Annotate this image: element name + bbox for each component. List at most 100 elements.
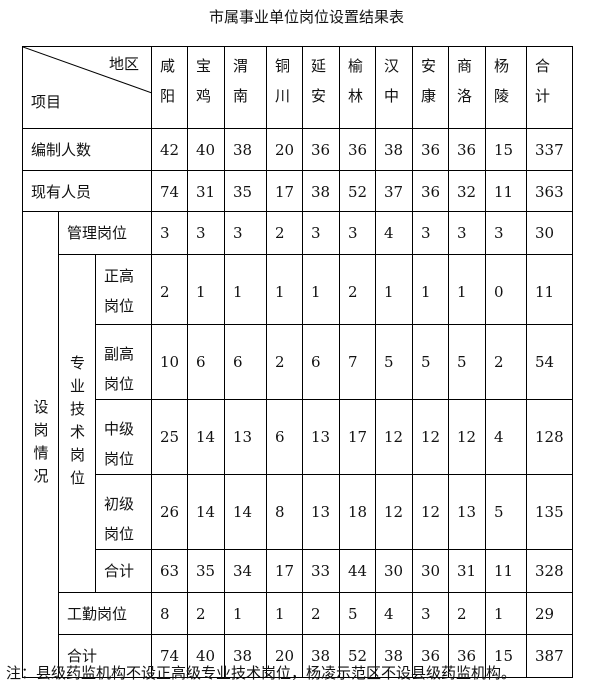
row-label: 合计 [58,634,152,678]
value-cell: 63 [151,549,188,593]
table-row: 现有人员 74 31 35 17 38 52 37 36 32 11 363 [22,170,573,212]
value-cell: 34 [224,549,267,593]
table-row: 合计 74 40 38 20 38 52 38 36 36 15 387 [23,634,573,678]
value-cell: 12 [412,399,449,475]
value-cell: 0 [485,254,527,325]
value-cell: 15 [485,634,527,678]
value-cell: 42 [151,128,188,171]
value-cell: 11 [485,170,527,212]
value-cell: 14 [187,474,225,550]
total-cell: 54 [526,324,573,400]
value-cell: 13 [302,399,340,475]
value-cell: 1 [412,254,449,325]
total-cell: 387 [526,634,573,678]
value-cell: 3 [224,211,267,255]
value-cell: 2 [448,592,486,635]
total-cell: 128 [526,399,573,475]
value-cell: 3 [302,211,340,255]
value-cell: 2 [266,211,303,255]
region-header: 宝鸡 [187,46,225,129]
value-cell: 12 [448,399,486,475]
value-cell: 20 [266,634,303,678]
value-cell: 2 [266,324,303,400]
region-header: 杨陵 [485,46,527,129]
value-cell: 1 [375,254,413,325]
table-row: 副高 岗位 10 6 6 2 6 7 5 5 5 2 54 [23,324,573,400]
row-label: 正高 岗位 [95,254,152,325]
value-cell: 30 [375,549,413,593]
value-cell: 36 [412,128,449,171]
value-cell: 12 [375,474,413,550]
value-cell: 74 [151,634,188,678]
value-cell: 38 [302,634,340,678]
value-cell: 3 [339,211,376,255]
value-cell: 33 [302,549,340,593]
value-cell: 3 [412,592,449,635]
value-cell: 2 [302,592,340,635]
value-cell: 2 [187,592,225,635]
region-header: 安康 [412,46,449,129]
value-cell: 6 [224,324,267,400]
value-cell: 10 [151,324,188,400]
value-cell: 31 [187,170,225,212]
subgroup-label: 专业技术岗位 [58,254,96,593]
table-row: 专业技术岗位 正高 岗位 2 1 1 1 1 2 1 1 1 0 11 [23,254,573,593]
row-label: 工勤岗位 [58,592,152,635]
value-cell: 1 [224,592,267,635]
row-label: 现有人员 [22,170,152,212]
row-label: 副高 岗位 [95,324,152,400]
value-cell: 3 [151,211,188,255]
value-cell: 32 [448,170,486,212]
value-cell: 6 [302,324,340,400]
region-header: 榆林 [339,46,376,129]
total-cell: 29 [526,592,573,635]
value-cell: 35 [187,549,225,593]
value-cell: 37 [375,170,413,212]
total-cell: 11 [526,254,573,325]
value-cell: 14 [224,474,267,550]
value-cell: 36 [302,128,340,171]
value-cell: 74 [151,170,188,212]
table-row: 编制人数 42 40 38 20 36 36 38 36 36 15 337 [22,128,573,171]
value-cell: 1 [448,254,486,325]
value-cell: 4 [375,211,413,255]
value-cell: 12 [375,399,413,475]
total-cell: 30 [526,211,573,255]
value-cell: 25 [151,399,188,475]
value-cell: 5 [339,592,376,635]
value-cell: 3 [412,211,449,255]
value-cell: 15 [485,128,527,171]
value-cell: 36 [412,170,449,212]
row-label: 合计 [95,549,152,593]
value-cell: 3 [187,211,225,255]
value-cell: 52 [339,634,376,678]
value-cell: 38 [224,128,267,171]
value-cell: 1 [485,592,527,635]
region-header: 咸阳 [151,46,188,129]
row-label: 中级 岗位 [95,399,152,475]
corner-cell: 地区 项目 [22,46,152,129]
value-cell: 7 [339,324,376,400]
table-row: 工勤岗位 8 2 1 1 2 5 4 3 2 1 29 [23,592,573,635]
value-cell: 17 [339,399,376,475]
value-cell: 17 [266,549,303,593]
value-cell: 5 [412,324,449,400]
value-cell: 18 [339,474,376,550]
value-cell: 36 [448,634,486,678]
value-cell: 30 [412,549,449,593]
table-row: 中级 岗位 25 14 13 6 13 17 12 12 12 4 128 [23,399,573,475]
value-cell: 52 [339,170,376,212]
value-cell: 4 [375,592,413,635]
value-cell: 40 [187,128,225,171]
header-row: 地区 项目 咸阳 宝鸡 渭南 铜川 延安 榆林 汉中 安康 商洛 杨陵 合计 [22,46,573,129]
group-label: 设岗情况 [22,211,59,678]
value-cell: 5 [485,474,527,550]
value-cell: 8 [266,474,303,550]
value-cell: 17 [266,170,303,212]
value-cell: 36 [448,128,486,171]
value-cell: 13 [302,474,340,550]
value-cell: 13 [448,474,486,550]
value-cell: 26 [151,474,188,550]
region-header: 商洛 [448,46,486,129]
value-cell: 1 [302,254,340,325]
